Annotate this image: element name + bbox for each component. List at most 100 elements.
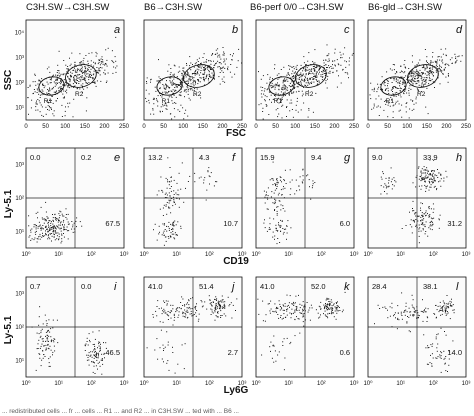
- event-dot: [413, 71, 415, 73]
- event-dot: [426, 87, 428, 89]
- event-dot: [421, 185, 423, 187]
- event-dot: [173, 222, 175, 224]
- event-dot: [426, 316, 428, 318]
- event-dot: [309, 307, 311, 309]
- event-dot: [183, 67, 185, 69]
- event-dot: [116, 65, 118, 67]
- event-dot: [310, 198, 312, 200]
- event-dot: [103, 342, 104, 344]
- event-dot: [315, 73, 317, 75]
- event-dot: [168, 221, 170, 223]
- event-dot: [262, 320, 264, 322]
- event-dot: [49, 365, 51, 367]
- event-dot: [415, 74, 417, 76]
- event-dot: [40, 228, 42, 229]
- event-dot: [169, 207, 171, 209]
- x-tick-label: 50: [42, 124, 49, 130]
- event-dot: [37, 217, 38, 219]
- event-dot: [264, 202, 266, 204]
- event-dot: [413, 307, 415, 309]
- event-dot: [444, 67, 446, 69]
- event-dot: [182, 305, 184, 306]
- event-dot: [83, 57, 85, 59]
- event-dot: [195, 315, 197, 317]
- event-dot: [426, 60, 427, 62]
- event-dot: [421, 83, 423, 85]
- event-dot: [153, 103, 155, 105]
- event-dot: [167, 226, 169, 228]
- event-dot: [77, 69, 78, 71]
- event-dot: [421, 82, 423, 84]
- event-dot: [440, 355, 442, 357]
- event-dot: [89, 355, 91, 357]
- event-dot: [58, 220, 59, 221]
- event-dot: [41, 359, 43, 361]
- event-dot: [49, 93, 51, 95]
- event-dot: [406, 321, 408, 323]
- event-dot: [390, 181, 392, 183]
- event-dot: [274, 303, 276, 305]
- event-dot: [99, 341, 101, 343]
- x-tick-label: 0: [366, 124, 370, 130]
- event-dot: [336, 312, 338, 314]
- event-dot: [286, 87, 288, 89]
- event-dot: [70, 75, 71, 77]
- event-dot: [417, 72, 419, 74]
- event-dot: [445, 308, 447, 310]
- event-dot: [45, 226, 47, 228]
- event-dot: [46, 324, 48, 326]
- event-dot: [269, 81, 271, 83]
- event-dot: [346, 61, 347, 63]
- event-dot: [392, 86, 393, 88]
- event-dot: [216, 299, 217, 301]
- event-dot: [172, 80, 173, 82]
- event-dot: [183, 90, 185, 92]
- event-dot: [417, 317, 419, 319]
- event-dot: [173, 233, 175, 235]
- event-dot: [331, 312, 333, 314]
- event-dot: [290, 85, 292, 87]
- event-dot: [219, 308, 221, 310]
- event-dot: [162, 232, 164, 234]
- event-dot: [274, 350, 276, 352]
- event-dot: [449, 300, 451, 302]
- event-dot: [53, 74, 54, 76]
- event-dot: [274, 88, 276, 90]
- event-dot: [289, 110, 291, 112]
- event-dot: [397, 87, 398, 89]
- event-dot: [57, 77, 59, 79]
- quadrant-lower-right-value: 46.5: [105, 348, 120, 357]
- event-dot: [387, 79, 389, 81]
- event-dot: [277, 314, 279, 315]
- event-dot: [412, 84, 414, 86]
- event-dot: [169, 235, 171, 237]
- event-dot: [79, 74, 81, 75]
- event-dot: [51, 221, 52, 223]
- event-dot: [286, 107, 287, 108]
- event-dot: [450, 301, 452, 303]
- event-dot: [52, 223, 54, 225]
- event-dot: [432, 75, 434, 77]
- event-dot: [174, 220, 176, 222]
- event-dot: [427, 73, 429, 75]
- event-dot: [280, 204, 282, 206]
- event-dot: [185, 187, 186, 189]
- event-dot: [429, 159, 431, 161]
- event-dot: [193, 81, 195, 82]
- event-dot: [430, 224, 432, 226]
- event-dot: [186, 74, 188, 76]
- event-dot: [381, 76, 383, 78]
- event-dot: [187, 87, 189, 89]
- event-dot: [433, 180, 435, 182]
- event-dot: [276, 206, 278, 208]
- event-dot: [441, 352, 443, 354]
- event-dot: [170, 223, 172, 225]
- event-dot: [189, 76, 191, 78]
- event-dot: [425, 77, 427, 78]
- event-dot: [187, 307, 189, 309]
- event-dot: [433, 178, 435, 180]
- event-dot: [435, 357, 437, 359]
- event-dot: [215, 305, 217, 307]
- event-dot: [295, 109, 297, 111]
- event-dot: [156, 338, 158, 340]
